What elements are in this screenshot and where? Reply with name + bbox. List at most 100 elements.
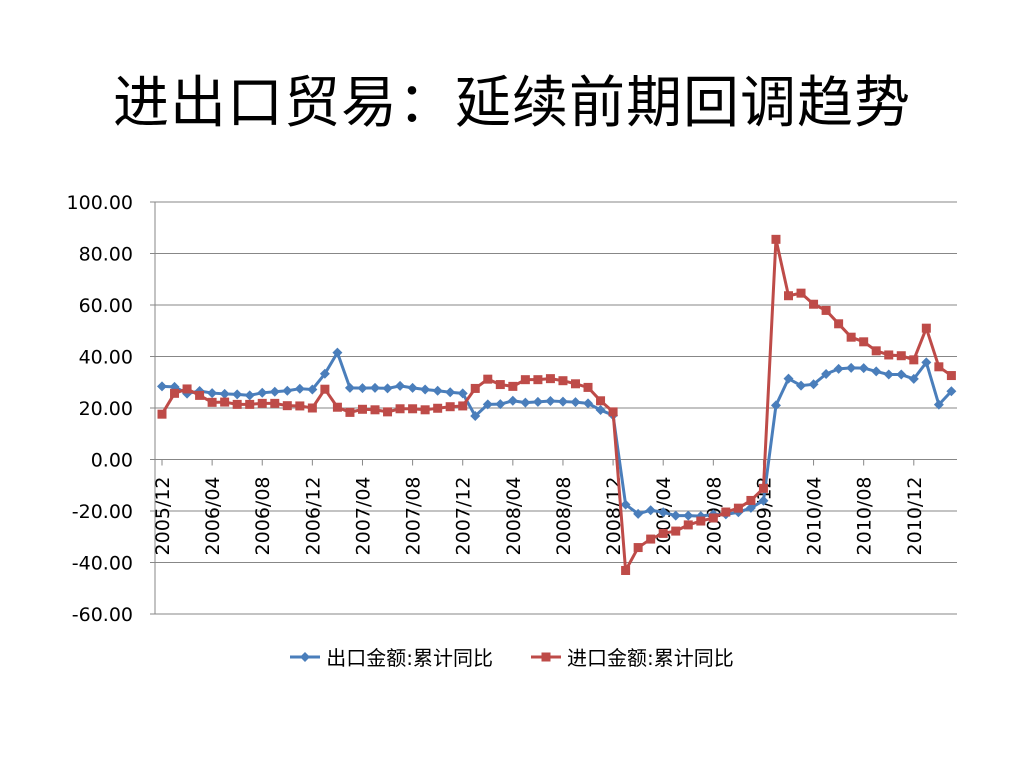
export-point — [545, 396, 556, 407]
import-point — [859, 337, 869, 347]
export-point — [382, 383, 393, 394]
export-point — [157, 381, 167, 392]
export-point — [520, 397, 531, 408]
export-point — [532, 396, 543, 407]
import-point — [320, 384, 330, 394]
export-point — [645, 505, 656, 516]
export-point — [783, 373, 794, 384]
import-point — [295, 401, 305, 411]
legend-key-diamond-icon — [290, 651, 321, 662]
x-tick-label: 2010/08 — [854, 477, 876, 556]
x-tick-label: 2006/12 — [302, 477, 324, 556]
x-tick-label: 2005/12 — [152, 477, 174, 556]
export-point — [908, 373, 919, 384]
import-point — [470, 383, 480, 393]
import-point — [483, 374, 493, 384]
y-tick-label: 100.00 — [67, 192, 133, 214]
import-point — [558, 376, 568, 386]
import-point — [896, 351, 906, 361]
import-point — [395, 404, 405, 414]
import-point — [270, 398, 280, 408]
legend-label-export: 出口金额:累计同比 — [326, 646, 493, 670]
y-tick-label: -20.00 — [72, 501, 133, 523]
x-tick-label: 2006/08 — [252, 477, 274, 556]
import-point — [846, 332, 856, 342]
import-point — [220, 397, 230, 407]
export-point — [858, 363, 869, 374]
export-point — [282, 385, 293, 396]
export-point — [796, 380, 807, 391]
import-point — [345, 407, 355, 417]
x-tick-label: 2008/08 — [553, 477, 575, 556]
export-point — [946, 386, 957, 397]
series-line-import — [160, 237, 953, 572]
export-point — [808, 379, 819, 390]
export-point — [257, 387, 268, 398]
axes — [150, 201, 957, 615]
import-point — [758, 483, 768, 493]
import-point — [771, 234, 781, 244]
export-point — [207, 388, 218, 399]
import-point — [182, 384, 192, 394]
export-point — [357, 383, 368, 394]
import-point — [721, 507, 731, 517]
legend-item-export[interactable]: 出口金额:累计同比 — [290, 642, 493, 671]
import-point — [683, 520, 693, 530]
import-point — [608, 407, 618, 417]
export-point — [670, 510, 681, 521]
import-point — [746, 495, 756, 505]
export-point — [232, 389, 243, 400]
import-point — [495, 380, 505, 390]
export-point — [482, 399, 493, 410]
legend-key-square-icon — [531, 652, 561, 661]
import-point — [508, 381, 518, 391]
import-point — [796, 288, 806, 298]
export-point — [883, 369, 894, 380]
import-point — [708, 513, 718, 523]
export-point — [307, 384, 318, 395]
import-point — [282, 401, 292, 411]
import-point — [784, 291, 793, 301]
export-point — [583, 398, 594, 409]
series-group — [157, 234, 957, 575]
import-point — [671, 526, 681, 536]
import-point — [809, 299, 819, 309]
y-tick-label: 40.00 — [79, 347, 133, 369]
import-point — [170, 388, 180, 398]
import-point — [520, 375, 530, 385]
export-point — [507, 395, 518, 406]
import-point — [533, 375, 543, 385]
import-point — [245, 399, 255, 409]
export-point — [658, 507, 669, 518]
x-tick-label: 2007/12 — [453, 477, 475, 556]
y-tick-label: 60.00 — [79, 295, 133, 317]
import-point — [834, 319, 844, 329]
y-tick-label: 80.00 — [79, 244, 133, 266]
export-point — [294, 383, 305, 394]
export-point — [557, 396, 568, 407]
import-point — [420, 405, 430, 415]
import-point — [909, 355, 919, 365]
export-point — [833, 363, 844, 374]
import-point — [408, 404, 418, 414]
series-line-export — [161, 351, 953, 518]
export-point — [871, 366, 882, 377]
export-point — [595, 405, 606, 416]
import-point — [383, 407, 393, 417]
y-tick-label: 0.00 — [91, 450, 133, 472]
export-point — [921, 357, 932, 368]
y-tick-labels: 100.00 80.00 60.00 40.00 20.00 0.00 -20.00 -40.… — [67, 192, 133, 626]
legend-item-import[interactable]: 进口金额:累计同比 — [531, 642, 734, 671]
y-tick-label: -60.00 — [72, 604, 133, 626]
x-tick-labels: 2005/12 2006/04 2006/08 2006/12 2007/04 2007/… — [152, 477, 926, 556]
export-point — [457, 388, 468, 399]
import-point — [570, 379, 580, 389]
export-point — [495, 399, 506, 410]
legend: 出口金额:累计同比 进口金额:累计同比 — [0, 642, 1024, 671]
import-point — [871, 346, 881, 356]
x-tick-label: 2009/12 — [753, 477, 775, 556]
slide-title: 进出口贸易：延续前期回调趋势 — [113, 71, 911, 136]
export-point — [570, 397, 581, 408]
